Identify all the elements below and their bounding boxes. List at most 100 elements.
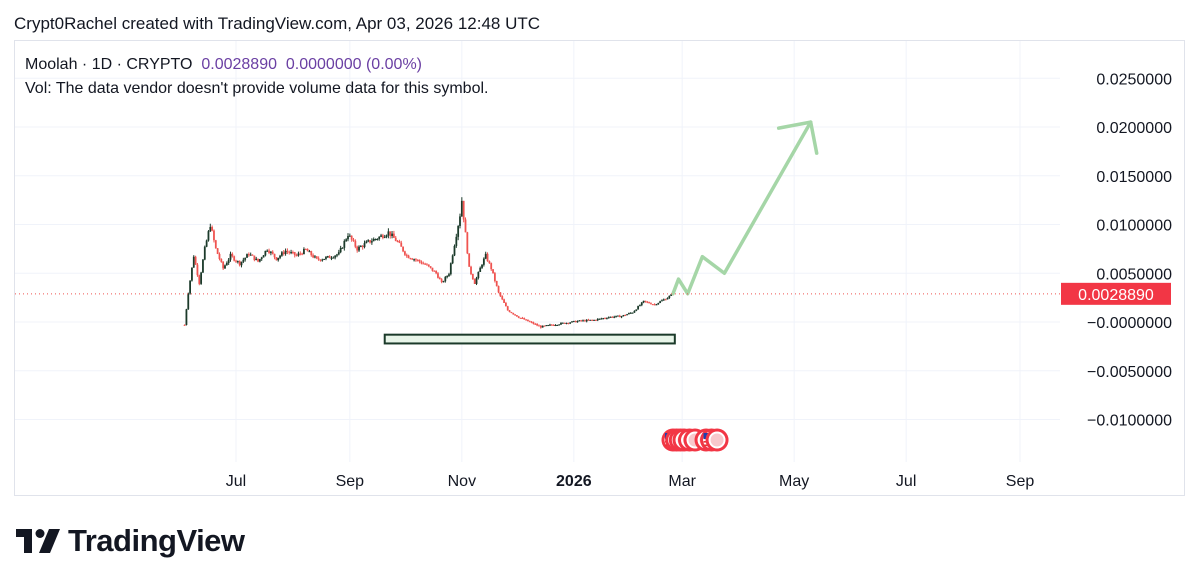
candle-body [554, 325, 557, 327]
candle-body [580, 320, 583, 322]
candle-body [235, 260, 237, 262]
candle-body [668, 295, 671, 299]
candle-body [545, 325, 548, 327]
candle-body [192, 256, 195, 268]
candle-body [220, 258, 223, 262]
x-tick-label: Nov [448, 473, 476, 490]
candle-body [501, 296, 504, 300]
candle-body [427, 264, 430, 267]
candle-body [541, 325, 544, 328]
candle-body [569, 322, 572, 324]
candle-body [391, 233, 393, 237]
candle-body [644, 300, 647, 302]
candle-body [196, 264, 199, 276]
candle-body [629, 312, 632, 314]
candle-body [516, 315, 518, 317]
candle-body [429, 266, 432, 268]
candle-body [222, 261, 225, 269]
candle-body [499, 292, 502, 297]
candle-body [444, 277, 447, 282]
candle-body [446, 275, 449, 278]
candle-body [442, 281, 445, 283]
candle-body [532, 322, 535, 324]
candle-body [358, 246, 360, 251]
candle-body [240, 261, 243, 266]
candle-body [288, 251, 291, 253]
candle-body [205, 240, 208, 247]
candle-body [330, 257, 333, 259]
candle-body [514, 314, 516, 316]
projection-arrow-head [776, 120, 819, 155]
candles [183, 197, 674, 329]
candle-body [407, 255, 410, 259]
candle-body [664, 299, 667, 301]
tradingview-logo-icon [16, 529, 60, 553]
x-tick-label: Jul [896, 473, 916, 490]
candle-body [281, 252, 283, 256]
candle-body [304, 248, 307, 250]
candle-body [552, 324, 555, 326]
candle-body [594, 319, 597, 321]
x-tick-label: Sep [336, 473, 365, 490]
candle-body [187, 293, 190, 310]
candle-body [310, 251, 313, 256]
candle-body [194, 256, 197, 265]
candle-body [211, 226, 214, 231]
candle-body [539, 325, 542, 328]
candle-body [424, 263, 427, 265]
candle-body [648, 302, 651, 304]
candle-body [411, 258, 414, 260]
candle-body [216, 248, 219, 254]
candle-body [275, 257, 278, 261]
candle-body [297, 253, 300, 256]
tradingview-logo[interactable]: TradingView [16, 523, 245, 559]
projection-arrow-line [671, 120, 813, 296]
x-tick-label: 2026 [556, 473, 592, 490]
symbol-title: Moolah · 1D · CRYPTO [25, 56, 193, 73]
candle-body [293, 252, 296, 256]
candle-body [527, 319, 529, 322]
candle-body [492, 269, 494, 274]
candle-body [560, 322, 562, 325]
candle-body [268, 250, 270, 253]
candle-body [394, 237, 397, 242]
candle-body [611, 316, 614, 318]
candle-body [624, 315, 627, 317]
tradingview-logo-text: TradingView [68, 523, 245, 558]
candle-body [602, 318, 605, 320]
candle-body [343, 240, 346, 248]
x-tick-label: Mar [668, 473, 696, 490]
candle-body [286, 250, 289, 252]
candle-body [583, 320, 586, 322]
candle-body [231, 253, 234, 257]
candle-body [361, 246, 364, 248]
candle-body [622, 315, 625, 317]
candle-body [620, 316, 623, 318]
candle-body [462, 200, 465, 220]
candle-body [321, 259, 324, 261]
candle-body [651, 304, 654, 306]
candle-body [521, 317, 524, 319]
candle-body [455, 236, 458, 246]
candle-body [666, 298, 669, 300]
candle-body [506, 306, 509, 311]
candle-body [301, 253, 303, 255]
candle-body [571, 321, 573, 323]
candle-body [282, 252, 285, 254]
economic-event-icon[interactable] [705, 428, 729, 452]
candle-body [600, 318, 603, 320]
candle-body [657, 302, 660, 305]
candle-body [549, 324, 551, 326]
candle-body [325, 257, 327, 259]
candle-body [244, 257, 247, 260]
candle-body [405, 254, 408, 256]
candle-body [290, 252, 292, 254]
candle-body [418, 259, 421, 262]
candle-body [356, 246, 359, 251]
candle-body [387, 231, 390, 236]
candle-body [534, 323, 537, 325]
candle-body [528, 321, 531, 323]
last-price-label-bg [1061, 282, 1171, 305]
candle-body [536, 323, 539, 326]
